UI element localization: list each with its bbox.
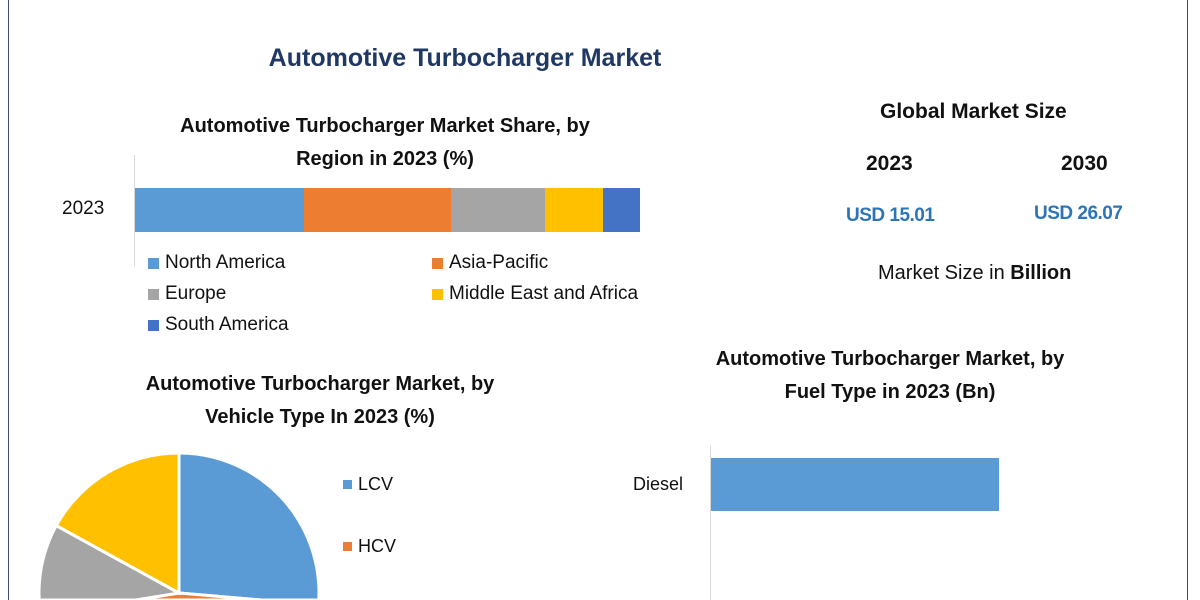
legend-label: South America (165, 314, 289, 335)
legend-swatch (343, 542, 352, 551)
region-segment-south-america (602, 188, 640, 232)
legend-swatch (343, 480, 352, 489)
vehicle-legend-item: HCV (343, 536, 396, 557)
region-segment-middle-east-and-africa (544, 188, 603, 232)
legend-label: HCV (358, 536, 397, 556)
region-legend-item: Europe (148, 283, 226, 305)
region-chart-title-line2: Region in 2023 (%) (296, 148, 474, 170)
legend-label: North America (165, 252, 286, 273)
region-segment-asia-pacific (303, 188, 451, 232)
vehicle-pie-chart (37, 451, 321, 600)
pie-slice-3 (54, 451, 181, 596)
legend-swatch (432, 288, 443, 300)
region-category-label: 2023 (62, 198, 105, 219)
legend-swatch (432, 257, 443, 269)
vehicle-chart-title: Automotive Turbocharger Market, by Vehic… (50, 368, 590, 434)
pie-slice-hcv (135, 591, 262, 600)
legend-swatch (148, 288, 159, 300)
region-axis (134, 155, 135, 267)
legend-swatch (148, 319, 159, 331)
unit-bold: Billion (1010, 262, 1072, 284)
legend-label: LCV (358, 474, 394, 494)
region-chart-title: Automotive Turbocharger Market Share, by… (100, 110, 670, 176)
region-chart-title-line1: Automotive Turbocharger Market Share, by (180, 115, 590, 137)
region-legend-item: North America (148, 252, 285, 274)
market-size-unit: Market Size in Billion (878, 262, 1071, 285)
fuel-chart-title-line2: Fuel Type in 2023 (Bn) (784, 381, 996, 403)
vehicle-legend-item: LCV (343, 474, 393, 495)
pie-slice-lcv (177, 451, 321, 600)
legend-label: Europe (165, 283, 227, 304)
year-2023: 2023 (866, 152, 913, 175)
legend-label: Middle East and Africa (449, 283, 639, 304)
region-legend-item: Middle East and Africa (432, 283, 638, 305)
page-title: Automotive Turbocharger Market (268, 44, 662, 72)
frame-right-border (1187, 0, 1188, 600)
fuel-chart-title-line1: Automotive Turbocharger Market, by (715, 348, 1065, 370)
vehicle-chart-title-line1: Automotive Turbocharger Market, by (145, 373, 495, 395)
market-size-heading: Global Market Size (880, 100, 1067, 123)
frame-left-border (8, 0, 9, 600)
value-2030: USD 26.07 (1034, 203, 1123, 224)
fuel-axis (710, 445, 711, 600)
unit-prefix: Market Size in (878, 262, 1011, 284)
fuel-bar-diesel (711, 458, 1000, 511)
fuel-chart-title: Automotive Turbocharger Market, by Fuel … (640, 343, 1140, 409)
region-legend-item: South America (148, 314, 289, 336)
legend-label: Asia-Pacific (449, 252, 549, 273)
region-segment-north-america (135, 188, 304, 232)
year-2030: 2030 (1061, 152, 1108, 175)
region-stacked-bar (135, 188, 640, 232)
value-2023: USD 15.01 (846, 205, 935, 226)
fuel-category-label: Diesel (633, 474, 684, 494)
pie-slice-2 (37, 523, 184, 600)
legend-swatch (148, 257, 159, 269)
region-legend-item: Asia-Pacific (432, 252, 548, 274)
vehicle-chart-title-line2: Vehicle Type In 2023 (%) (205, 406, 435, 428)
region-segment-europe (450, 188, 545, 232)
